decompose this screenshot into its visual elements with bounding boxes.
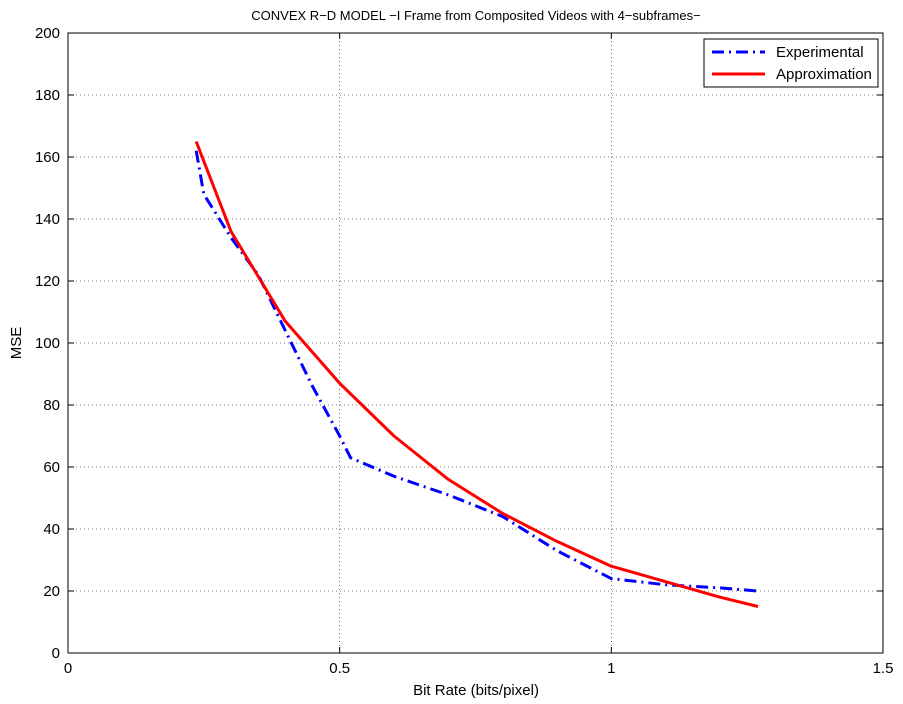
y-tick-label: 40	[43, 521, 60, 538]
chart-title: CONVEX R−D MODEL −I Frame from Composite…	[251, 8, 700, 23]
y-tick-label: 100	[35, 335, 60, 352]
x-tick-label: 0	[64, 660, 72, 677]
y-tick-label: 120	[35, 273, 60, 290]
series-line-approximation	[194, 140, 759, 608]
y-tick-label: 80	[43, 397, 60, 414]
y-tick-label: 20	[43, 583, 60, 600]
y-tick-label: 180	[35, 87, 60, 104]
x-tick-label: 1	[607, 660, 615, 677]
x-axis-label: Bit Rate (bits/pixel)	[413, 682, 539, 699]
y-tick-label: 0	[52, 645, 60, 662]
x-tick-label: 1.5	[873, 660, 894, 677]
y-tick-label: 200	[35, 25, 60, 42]
y-axis-label: MSE	[8, 327, 25, 360]
grid-lines	[68, 33, 883, 653]
x-tick-label: 0.5	[329, 660, 350, 677]
legend-box	[703, 38, 879, 88]
series-group	[194, 140, 759, 608]
y-tick-label: 160	[35, 149, 60, 166]
y-tick-label: 60	[43, 459, 60, 476]
legend-label-approximation: Approximation	[776, 66, 872, 83]
axis-ticks: 0 0.5 1 1.5 0 20 40 60 80 100 120 140 160 180 200	[35, 25, 893, 677]
legend: Experimental Approximation	[703, 38, 879, 88]
series-line-experimental	[194, 150, 759, 593]
y-tick-label: 140	[35, 211, 60, 228]
legend-label-experimental: Experimental	[776, 44, 864, 61]
